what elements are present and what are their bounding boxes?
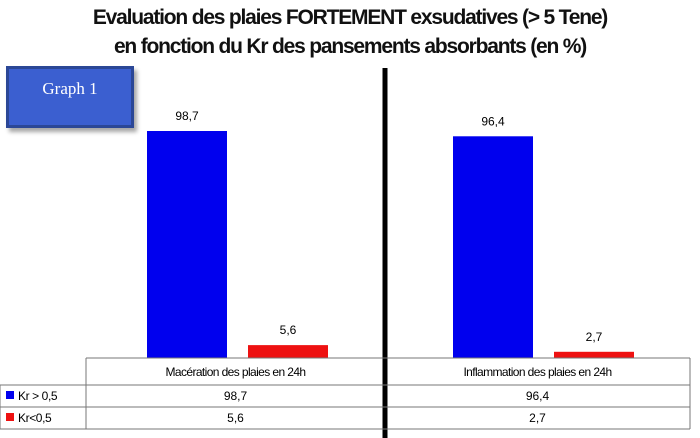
- graph-label-text: Graph 1: [42, 79, 98, 98]
- table-value-cell: 98,7: [224, 389, 248, 403]
- legend-swatch: [6, 391, 14, 399]
- bar-kr-lt-05-inflammation: [554, 351, 634, 358]
- bar-value-label: 2,7: [586, 330, 603, 344]
- legend-label: Kr<0,5: [18, 411, 52, 425]
- bar-kr-lt-05-maceration: [248, 345, 328, 358]
- table-value-cell: 2,7: [529, 411, 546, 425]
- category-label-inflammation: Inflammation des plaies en 24h: [463, 365, 611, 379]
- bar-value-label: 96,4: [481, 114, 505, 128]
- legend-swatch: [6, 413, 14, 421]
- graph-label-box: Graph 1: [6, 66, 134, 128]
- chart-title-line-1: Evaluation des plaies FORTEMENT exsudati…: [92, 6, 608, 29]
- table-value-cell: 5,6: [227, 411, 244, 425]
- bar-value-label: 5,6: [280, 323, 297, 337]
- bar-kr-gt-05-maceration: [147, 131, 227, 358]
- bar-value-label: 98,7: [175, 109, 199, 123]
- legend-label: Kr > 0,5: [18, 389, 58, 403]
- category-label-maceration: Macération des plaies en 24h: [166, 365, 306, 379]
- table-value-cell: 96,4: [526, 389, 550, 403]
- bar-kr-gt-05-inflammation: [453, 136, 533, 358]
- chart-title-line-2: en fonction du Kr des pansements absorba…: [113, 35, 587, 58]
